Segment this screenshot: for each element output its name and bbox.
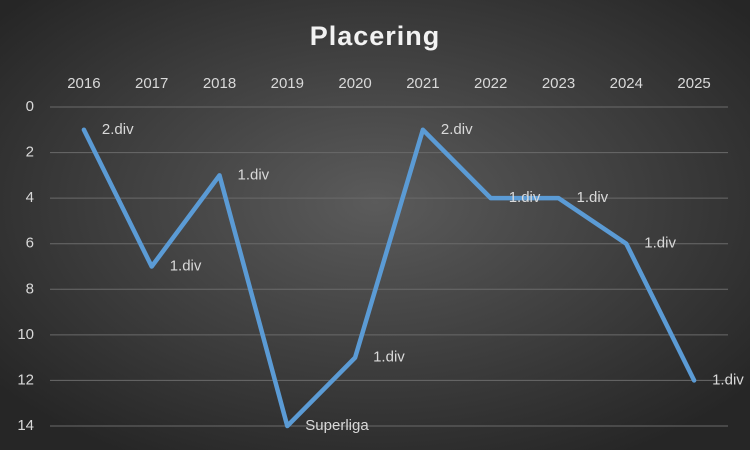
x-tick-label: 2021 (406, 75, 439, 92)
y-tick-label: 2 (26, 144, 34, 161)
data-label: 1.div (509, 189, 541, 206)
data-label: 2.div (441, 121, 473, 138)
data-label: 1.div (373, 349, 405, 366)
y-tick-label: 0 (26, 98, 34, 115)
x-tick-label: 2016 (67, 75, 100, 92)
data-label: 1.div (644, 235, 676, 252)
y-tick-label: 12 (17, 371, 34, 388)
x-tick-label: 2019 (271, 75, 304, 92)
data-label: 1.div (238, 166, 270, 183)
y-tick-label: 14 (17, 417, 34, 434)
x-tick-label: 2018 (203, 75, 236, 92)
x-tick-label: 2017 (135, 75, 168, 92)
data-label: 2.div (102, 121, 134, 138)
data-label: Superliga (305, 417, 369, 434)
data-label: 1.div (712, 371, 744, 388)
y-tick-label: 10 (17, 326, 34, 343)
x-tick-label: 2023 (542, 75, 575, 92)
x-tick-label: 2022 (474, 75, 507, 92)
y-tick-label: 8 (26, 280, 34, 297)
data-line (81, 127, 697, 429)
x-tick-label: 2020 (338, 75, 371, 92)
y-tick-label: 6 (26, 235, 34, 252)
x-tick-label: 2025 (677, 75, 710, 92)
data-label: 1.div (170, 257, 202, 274)
y-tick-label: 4 (26, 189, 34, 206)
data-label: 1.div (577, 189, 609, 206)
x-tick-label: 2024 (610, 75, 643, 92)
chart-title: Placering (310, 21, 441, 51)
